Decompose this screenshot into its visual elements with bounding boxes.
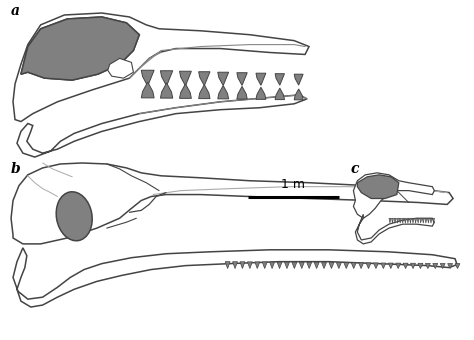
Polygon shape — [329, 262, 334, 269]
Polygon shape — [160, 71, 173, 86]
Polygon shape — [402, 218, 404, 223]
Polygon shape — [277, 262, 282, 269]
Polygon shape — [108, 58, 133, 78]
Text: a: a — [11, 4, 20, 18]
Polygon shape — [294, 74, 303, 85]
Polygon shape — [359, 263, 364, 269]
Polygon shape — [233, 262, 237, 269]
Polygon shape — [275, 88, 284, 100]
Polygon shape — [255, 262, 260, 269]
Polygon shape — [307, 262, 312, 269]
Polygon shape — [399, 218, 401, 223]
Polygon shape — [13, 248, 457, 307]
Polygon shape — [262, 262, 267, 269]
Polygon shape — [433, 218, 435, 223]
Text: 1 m: 1 m — [281, 177, 305, 191]
Polygon shape — [425, 264, 430, 269]
Polygon shape — [418, 263, 423, 269]
Polygon shape — [417, 218, 419, 223]
Polygon shape — [430, 218, 432, 223]
Polygon shape — [366, 263, 371, 269]
Polygon shape — [141, 70, 154, 86]
Polygon shape — [428, 218, 429, 223]
Polygon shape — [354, 173, 434, 218]
Polygon shape — [344, 263, 349, 269]
Polygon shape — [247, 262, 252, 269]
Polygon shape — [381, 263, 386, 269]
Ellipse shape — [56, 192, 92, 241]
Polygon shape — [240, 262, 245, 269]
Polygon shape — [180, 71, 191, 86]
Polygon shape — [218, 86, 228, 99]
Polygon shape — [420, 218, 422, 223]
Polygon shape — [440, 264, 445, 269]
Polygon shape — [422, 218, 424, 223]
Polygon shape — [321, 262, 327, 269]
Polygon shape — [389, 218, 391, 223]
Polygon shape — [292, 262, 297, 269]
Polygon shape — [11, 163, 453, 244]
Polygon shape — [337, 262, 341, 269]
Text: b: b — [11, 162, 21, 176]
Polygon shape — [13, 13, 309, 121]
Polygon shape — [356, 214, 434, 244]
Polygon shape — [351, 263, 356, 269]
Polygon shape — [225, 262, 230, 269]
Polygon shape — [270, 262, 274, 269]
Polygon shape — [21, 17, 139, 80]
Polygon shape — [397, 218, 399, 223]
Polygon shape — [388, 263, 393, 269]
Polygon shape — [256, 73, 266, 85]
Polygon shape — [314, 262, 319, 269]
Polygon shape — [447, 264, 453, 269]
Polygon shape — [415, 218, 417, 223]
Polygon shape — [17, 95, 307, 157]
Polygon shape — [374, 263, 378, 269]
Polygon shape — [412, 218, 414, 223]
Polygon shape — [180, 84, 191, 98]
Polygon shape — [404, 218, 406, 223]
Polygon shape — [294, 89, 303, 100]
Polygon shape — [199, 85, 210, 99]
Polygon shape — [357, 175, 399, 199]
Polygon shape — [21, 17, 139, 80]
Text: c: c — [350, 162, 359, 176]
Polygon shape — [394, 218, 396, 223]
Polygon shape — [455, 264, 460, 269]
Polygon shape — [284, 262, 290, 269]
Polygon shape — [410, 263, 416, 269]
Polygon shape — [425, 218, 427, 223]
Polygon shape — [410, 218, 411, 223]
Polygon shape — [407, 218, 409, 223]
Polygon shape — [392, 218, 393, 223]
Polygon shape — [433, 264, 438, 269]
Polygon shape — [218, 72, 228, 86]
Polygon shape — [275, 74, 284, 85]
Polygon shape — [256, 87, 266, 99]
Polygon shape — [21, 17, 139, 80]
Polygon shape — [403, 263, 408, 269]
Polygon shape — [199, 72, 210, 86]
Polygon shape — [141, 82, 154, 98]
Polygon shape — [160, 83, 173, 98]
Polygon shape — [299, 262, 304, 269]
Polygon shape — [237, 73, 247, 85]
Polygon shape — [396, 263, 401, 269]
Polygon shape — [237, 86, 247, 99]
